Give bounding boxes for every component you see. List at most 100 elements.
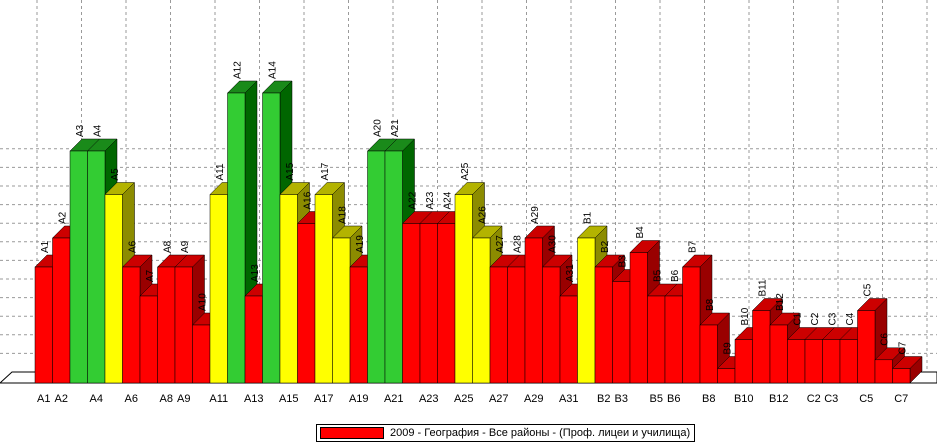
x-tick-label: A29 bbox=[524, 393, 544, 405]
bar-front bbox=[734, 339, 753, 384]
bar-label: A22 bbox=[407, 191, 418, 209]
bar-label: A5 bbox=[110, 168, 121, 181]
bar-front bbox=[349, 266, 368, 384]
bar-front bbox=[34, 266, 53, 384]
bar-front bbox=[332, 237, 351, 384]
x-tick-label: C5 bbox=[859, 393, 873, 405]
bar-front bbox=[647, 295, 666, 384]
bar-label: A20 bbox=[372, 119, 383, 137]
bar-front bbox=[454, 194, 473, 384]
bar-label: A16 bbox=[302, 191, 313, 209]
bar-front bbox=[787, 339, 806, 384]
bar-front bbox=[612, 281, 631, 384]
x-tick-label: A15 bbox=[279, 393, 299, 405]
x-tick-label: C2 bbox=[807, 393, 821, 405]
bars bbox=[34, 80, 923, 384]
bar-label: B1 bbox=[582, 211, 593, 224]
bar-label: A18 bbox=[337, 206, 348, 224]
bar-label: A13 bbox=[250, 264, 261, 282]
x-tick-label: A23 bbox=[419, 393, 439, 405]
bar-label: C4 bbox=[845, 312, 856, 325]
bar-label: A12 bbox=[232, 61, 243, 79]
bar-front bbox=[87, 150, 106, 384]
bar-front bbox=[402, 223, 421, 384]
x-tick-label: A13 bbox=[244, 393, 264, 405]
bar-label: A6 bbox=[127, 240, 138, 253]
x-tick-label: B6 bbox=[667, 393, 680, 405]
bar-front bbox=[699, 324, 718, 384]
bar-front bbox=[104, 194, 123, 384]
bar-label: A25 bbox=[460, 162, 471, 180]
x-tick-label: A6 bbox=[125, 393, 138, 405]
bar-front bbox=[769, 324, 788, 384]
bar-front bbox=[174, 266, 193, 384]
x-tick-label: A4 bbox=[90, 393, 103, 405]
bar-front bbox=[52, 237, 71, 384]
bar-front bbox=[384, 150, 403, 384]
x-tick-label: A31 bbox=[559, 393, 579, 405]
bar-C7 bbox=[891, 355, 923, 384]
bar-label: A28 bbox=[512, 235, 523, 253]
bar-label: B9 bbox=[722, 342, 733, 355]
x-tick-label: B3 bbox=[615, 393, 628, 405]
bar-front bbox=[752, 310, 771, 384]
bar-label: A10 bbox=[197, 293, 208, 311]
bar-front bbox=[262, 92, 281, 384]
legend: 2009 - География - Все районы - (Проф. л… bbox=[316, 424, 696, 442]
bar-front bbox=[157, 266, 176, 384]
bar-label: A23 bbox=[425, 191, 436, 209]
bar-label: A1 bbox=[40, 240, 51, 253]
bar-front bbox=[297, 223, 316, 384]
x-tick-label: A19 bbox=[349, 393, 369, 405]
x-axis-tick-labels: A1 A2 A4 A6 A8 A9 A11 A13 A15 A17 A19 A21 A23 A25 A27 A… bbox=[37, 393, 908, 405]
bar-front bbox=[857, 310, 876, 384]
x-tick-label: C7 bbox=[894, 393, 908, 405]
x-tick-label: A17 bbox=[314, 393, 334, 405]
bar-label: C2 bbox=[810, 312, 821, 325]
bar-label: A14 bbox=[267, 61, 278, 79]
x-tick-label: A1 bbox=[37, 393, 50, 405]
bar-label: A29 bbox=[530, 206, 541, 224]
x-tick-label: B2 bbox=[597, 393, 610, 405]
bar-front bbox=[279, 194, 298, 384]
bar-front bbox=[594, 266, 613, 384]
bar-label: B10 bbox=[740, 307, 751, 325]
bar-label: C3 bbox=[827, 312, 838, 325]
bar-front bbox=[559, 295, 578, 384]
bar-label: C5 bbox=[862, 283, 873, 296]
bar-label: A19 bbox=[355, 235, 366, 253]
bar-label: A21 bbox=[390, 119, 401, 137]
bar-front bbox=[489, 266, 508, 384]
x-tick-label: B5 bbox=[650, 393, 663, 405]
bar-label: B2 bbox=[600, 240, 611, 253]
x-tick-label: A9 bbox=[177, 393, 190, 405]
bar-front bbox=[472, 237, 491, 384]
bar-front bbox=[717, 368, 736, 384]
bar-label: B3 bbox=[617, 255, 628, 268]
bar-label: A24 bbox=[442, 191, 453, 209]
x-tick-label: B10 bbox=[734, 393, 754, 405]
bar-label: B5 bbox=[652, 269, 663, 282]
bar-front bbox=[839, 339, 858, 384]
bar-front bbox=[524, 237, 543, 384]
bar-label: A3 bbox=[75, 124, 86, 137]
bar-label: A8 bbox=[162, 240, 173, 253]
legend-swatch bbox=[320, 427, 384, 439]
x-tick-label: A21 bbox=[384, 393, 404, 405]
x-tick-label: B12 bbox=[769, 393, 789, 405]
bar-front bbox=[314, 194, 333, 384]
bar-front bbox=[629, 252, 648, 384]
bar-label: C6 bbox=[880, 333, 891, 346]
bar-front bbox=[892, 368, 911, 384]
bar-label: A17 bbox=[320, 162, 331, 180]
bar-label: A30 bbox=[547, 235, 558, 253]
bar-label: B8 bbox=[705, 298, 716, 311]
bar-label: A31 bbox=[565, 264, 576, 282]
bar-front bbox=[437, 223, 456, 384]
x-tick-label: A27 bbox=[489, 393, 509, 405]
bar-front bbox=[419, 223, 438, 384]
bar-front bbox=[822, 339, 841, 384]
legend-label: 2009 - География - Все районы - (Проф. л… bbox=[390, 427, 691, 439]
x-tick-label: B8 bbox=[702, 393, 715, 405]
bar-label: A7 bbox=[145, 269, 156, 282]
